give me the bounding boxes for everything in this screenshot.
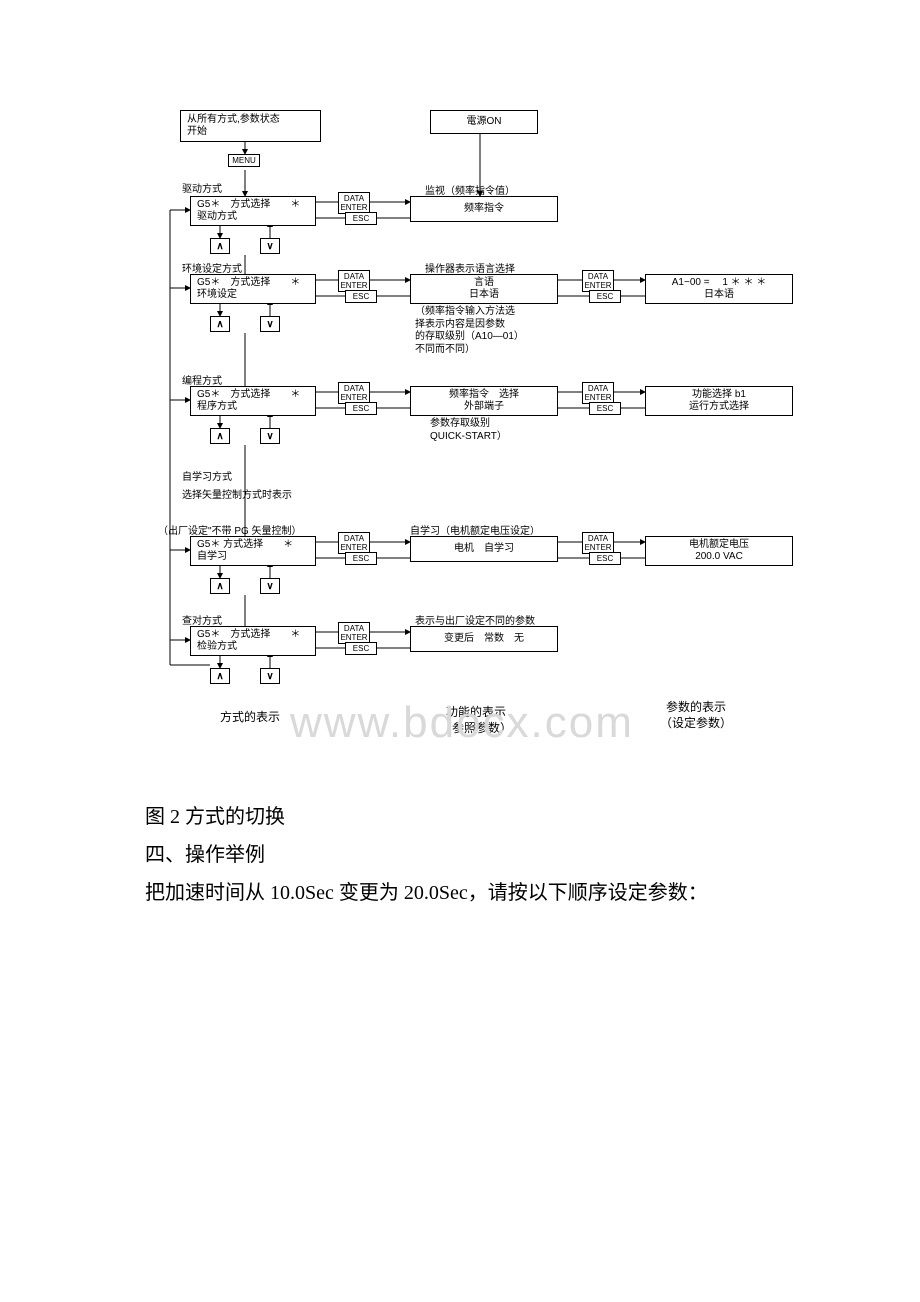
esc-btn-4a: ESC [345, 552, 377, 565]
verify-func-title: 表示与出厂设定不同的参数 [415, 612, 535, 627]
env-title: 环境设定方式 [182, 260, 242, 275]
drive-func-title: 监视（频率指令值） [425, 182, 515, 197]
esc-btn-5a: ESC [345, 642, 377, 655]
down-arrow-icon: ∨ [260, 668, 280, 684]
up-arrow-icon: ∧ [210, 668, 230, 684]
down-arrow-icon: ∨ [260, 238, 280, 254]
verify-box: G5＊ 方式选择 ＊ 检验方式 [190, 626, 316, 656]
env-box: G5＊ 方式选择 ＊ 环境设定 [190, 274, 316, 304]
drive-func-box: 频率指令 [410, 196, 558, 222]
down-arrow-icon: ∨ [260, 578, 280, 594]
prog-box: G5＊ 方式选择 ＊ 程序方式 [190, 386, 316, 416]
page: 从所有方式,参数状态 开始 MENU 電源ON 驱动方式 G5＊ 方式选择 ＊ … [0, 0, 920, 1302]
up-arrow-icon: ∧ [210, 316, 230, 332]
env-func-box: 言语 日本语 [410, 274, 558, 304]
mode-switch-diagram: 从所有方式,参数状态 开始 MENU 電源ON 驱动方式 G5＊ 方式选择 ＊ … [150, 110, 870, 710]
learn-func-title: 自学习（电机额定电压设定） [410, 522, 540, 537]
figure-caption: 图 2 方式的切换 [145, 800, 285, 829]
start-box: 从所有方式,参数状态 开始 [180, 110, 321, 142]
learn-sub2: （出厂设定"不带 PG 矢量控制） [158, 522, 302, 537]
env-param-box: A1−00 = 1 ＊ ＊ ＊ 日本语 [645, 274, 793, 304]
menu-button: MENU [228, 154, 260, 167]
esc-btn-2b: ESC [589, 290, 621, 303]
section-heading: 四、操作举例 [145, 838, 265, 867]
prog-func-box: 频率指令 选择 外部端子 [410, 386, 558, 416]
up-arrow-icon: ∧ [210, 428, 230, 444]
col3-label: 参数的表示 （设定参数） [660, 700, 732, 731]
power-on-box: 電源ON [430, 110, 538, 134]
paragraph: 把加速时间从 10.0Sec 变更为 20.0Sec，请按以下顺序设定参数： [145, 876, 845, 905]
env-note: （频率指令输入方法选 择表示内容是因参数 的存取级别（A10—01） 不同而不同… [415, 306, 565, 356]
esc-btn-3a: ESC [345, 402, 377, 415]
watermark: www.bdocx.com [290, 698, 634, 748]
learn-box: G5＊ 方式选择 ＊ 自学习 [190, 536, 316, 566]
drive-title: 驱动方式 [182, 180, 222, 195]
prog-param-box: 功能选择 b1 运行方式选择 [645, 386, 793, 416]
env-func-title: 操作器表示语言选择 [425, 260, 515, 275]
prog-title: 编程方式 [182, 372, 222, 387]
prog-note: 参数存取级别 QUICK-START） [430, 418, 507, 443]
down-arrow-icon: ∨ [260, 428, 280, 444]
esc-btn-4b: ESC [589, 552, 621, 565]
col1-label: 方式的表示 [220, 710, 280, 726]
learn-param-box: 电机额定电压 200.0 VAC [645, 536, 793, 566]
learn-sub1: 选择矢量控制方式时表示 [182, 486, 292, 501]
verify-title: 查对方式 [182, 612, 222, 627]
up-arrow-icon: ∧ [210, 578, 230, 594]
verify-func-box: 变更后 常数 无 [410, 626, 558, 652]
up-arrow-icon: ∧ [210, 238, 230, 254]
learn-title: 自学习方式 [182, 468, 232, 483]
esc-btn-1a: ESC [345, 212, 377, 225]
esc-btn-3b: ESC [589, 402, 621, 415]
esc-btn-2a: ESC [345, 290, 377, 303]
down-arrow-icon: ∨ [260, 316, 280, 332]
drive-box: G5＊ 方式选择 ＊ 驱动方式 [190, 196, 316, 226]
learn-func-box: 电机 自学习 [410, 536, 558, 562]
